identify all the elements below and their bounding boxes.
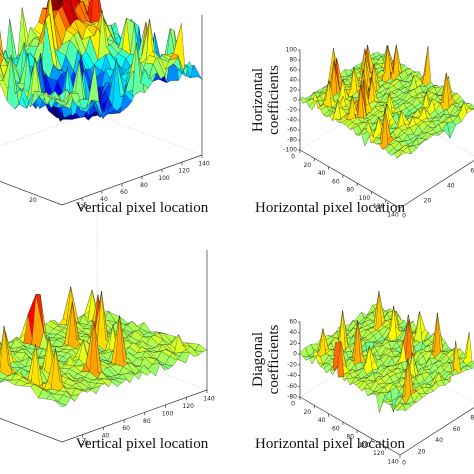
x-tick-label: 40 <box>318 417 326 424</box>
x-tick-label: 80 <box>346 187 354 194</box>
surface-plot: 20406080100120140200 <box>0 0 210 210</box>
depth-tick-label: 80 <box>470 415 474 422</box>
x-tick-label: 40 <box>102 433 110 440</box>
surface-cell <box>194 344 208 352</box>
depth-tick-label: 20 <box>29 197 37 204</box>
x-tick-label: 140 <box>387 459 399 466</box>
z-tick-label: 40 <box>289 77 297 84</box>
depth-tick-label: 20 <box>424 198 432 205</box>
z-tick-label: -100 <box>283 147 297 154</box>
depth-tick-label: 0 <box>402 213 406 220</box>
z-tick-label: 0 <box>293 351 297 358</box>
x-tick-label: 60 <box>120 189 128 196</box>
x-tick-label: 120 <box>183 403 195 410</box>
x-tick-label: 20 <box>80 203 88 210</box>
surface-plot: 20 40 60 80 100 120 140 <box>0 198 215 447</box>
z-tick-label: -80 <box>287 137 297 144</box>
x-tick-label: 20 <box>303 409 311 416</box>
z-tick-label: 20 <box>289 340 297 347</box>
y-axis-label-line: Diagonal <box>250 332 266 387</box>
y-axis-label-line: coefficients <box>266 324 282 394</box>
depth-tick-label: 60 <box>453 426 461 433</box>
axis-frame <box>0 154 203 206</box>
x-axis-label: Vertical pixel location <box>76 200 209 216</box>
x-axis-label: Horizontal pixel location <box>255 200 405 216</box>
x-tick-label: 120 <box>178 168 190 175</box>
x-tick-label: 100 <box>162 410 174 417</box>
y-axis-label-line: coefficients <box>266 65 282 135</box>
x-tick-label: 140 <box>387 212 399 219</box>
x-tick-label: 140 <box>198 161 210 168</box>
z-tick-label: 80 <box>289 57 297 64</box>
z-tick-label: -20 <box>287 361 297 368</box>
y-axis-label: Diagonalcoefficients <box>250 324 282 394</box>
surface-cell <box>299 347 309 357</box>
x-tick-label: 0 <box>291 401 295 408</box>
x-tick-label: 0 <box>291 154 295 161</box>
depth-tick-label: 0 <box>402 460 406 467</box>
y-axis-label-line: Horizontal <box>250 68 266 132</box>
x-axis-label: Horizontal pixel location <box>255 436 405 452</box>
z-tick-label: 100 <box>286 47 298 54</box>
surface-plot: 100806040200-20-40-60-80-100020406080100… <box>283 44 474 220</box>
z-tick-label: 0 <box>293 97 297 104</box>
x-tick-label: 100 <box>158 175 170 182</box>
x-tick-label: 20 <box>303 162 311 169</box>
z-tick-label: -40 <box>287 117 297 124</box>
z-tick-label: -40 <box>287 372 297 379</box>
x-tick-label: 80 <box>143 418 151 425</box>
surface-cell <box>299 97 309 104</box>
surface-cell <box>189 64 203 80</box>
x-tick-label: 80 <box>140 182 148 189</box>
x-tick-label: 20 <box>81 440 89 447</box>
x-axis-label: Vertical pixel location <box>76 436 209 452</box>
x-tick-label: 60 <box>332 425 340 432</box>
axis-frame <box>0 389 208 443</box>
x-tick-label: 100 <box>359 442 371 449</box>
x-tick-label: 120 <box>373 450 385 457</box>
x-tick-label: 140 <box>203 396 215 403</box>
z-tick-label: 60 <box>289 67 297 74</box>
depth-tick-label: 60 <box>470 168 474 175</box>
x-tick-label: 100 <box>359 195 371 202</box>
x-tick-label: 40 <box>100 196 108 203</box>
depth-tick-label: 40 <box>447 183 455 190</box>
y-axis-label: Horizontalcoefficients <box>250 65 282 135</box>
x-tick-label: 40 <box>318 170 326 177</box>
z-tick-label: 40 <box>289 329 297 336</box>
z-tick-label: -20 <box>287 107 297 114</box>
x-tick-label: 60 <box>122 425 130 432</box>
z-tick-label: 20 <box>289 87 297 94</box>
x-tick-label: 60 <box>332 178 340 185</box>
depth-tick-label: 20 <box>418 448 426 455</box>
depth-tick-label: 40 <box>435 437 443 444</box>
x-tick-label: 80 <box>346 434 354 441</box>
z-tick-label: -60 <box>287 383 297 390</box>
z-tick-label: 60 <box>289 319 297 326</box>
x-tick-label: 120 <box>373 203 385 210</box>
z-tick-label: -60 <box>287 127 297 134</box>
z-tick-label: -80 <box>287 394 297 401</box>
